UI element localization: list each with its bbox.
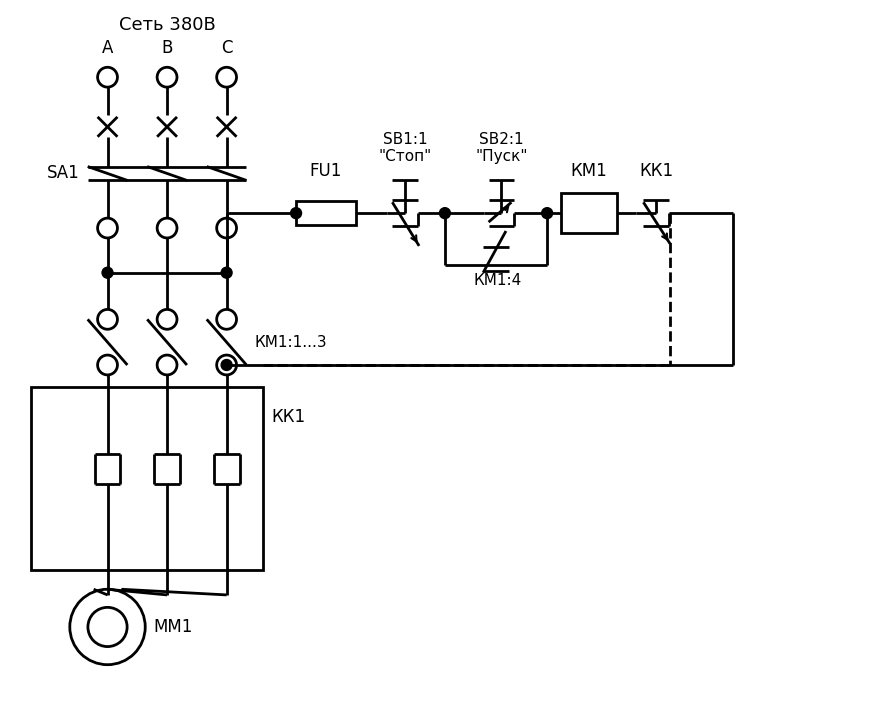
Circle shape [221, 268, 232, 278]
Text: ММ1: ММ1 [153, 618, 193, 636]
Bar [296, 201, 355, 225]
Circle shape [102, 268, 113, 278]
Text: Сеть 380В: Сеть 380В [119, 15, 216, 33]
Text: КМ1:1...3: КМ1:1...3 [255, 334, 327, 350]
Text: SB2:1
"Пуск": SB2:1 "Пуск" [475, 132, 527, 164]
Circle shape [290, 208, 302, 219]
Bar [561, 193, 617, 233]
Circle shape [440, 208, 450, 219]
Text: КК1: КК1 [271, 408, 305, 425]
Circle shape [221, 360, 232, 371]
Text: КК1: КК1 [640, 162, 673, 180]
Circle shape [541, 208, 553, 219]
Text: КМ1:4: КМ1:4 [474, 273, 522, 288]
Text: A: A [102, 39, 113, 57]
Text: SA1: SA1 [47, 164, 80, 182]
Text: B: B [162, 39, 173, 57]
Text: C: C [221, 39, 232, 57]
Text: КМ1: КМ1 [570, 162, 607, 180]
Text: FU1: FU1 [309, 162, 342, 180]
Bar [31, 387, 263, 571]
Text: SB1:1
"Стоп": SB1:1 "Стоп" [379, 132, 432, 164]
